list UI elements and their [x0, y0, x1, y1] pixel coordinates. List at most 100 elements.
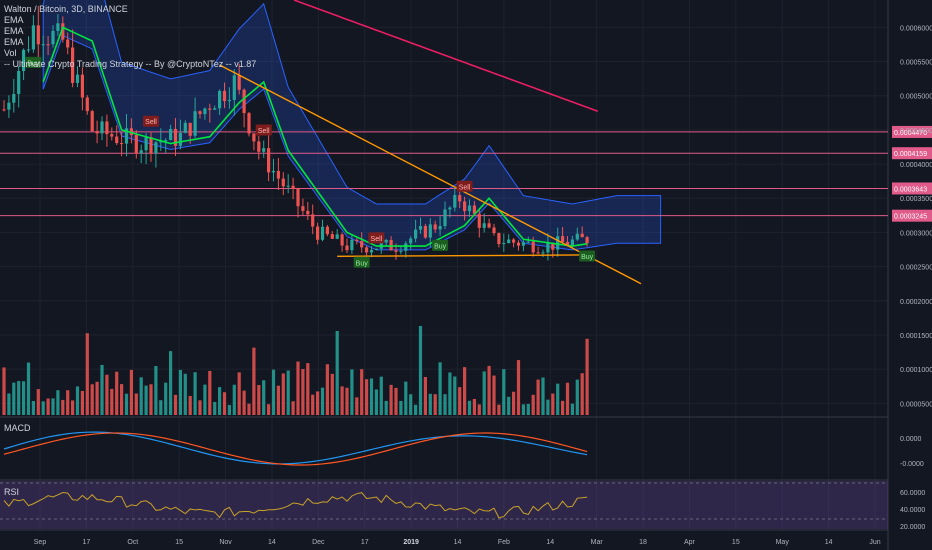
legend-ema-2[interactable]: EMA: [4, 26, 24, 36]
ema-fast-line: [42, 26, 588, 247]
volume-bar: [414, 404, 418, 415]
time-tick-label: Feb: [498, 539, 510, 546]
candle-body: [242, 89, 246, 114]
candle-body: [536, 252, 540, 254]
volume-bar: [115, 371, 119, 415]
candle-body: [26, 49, 31, 51]
candle-body: [178, 132, 182, 146]
candle-body: [556, 236, 560, 250]
macd-tick-label: -0.0000: [900, 461, 924, 468]
volume-bar: [394, 387, 398, 415]
volume-bar: [7, 393, 11, 415]
candle-body: [7, 102, 11, 110]
volume-bar: [144, 385, 148, 415]
volume-bar: [340, 386, 344, 415]
candle-body: [183, 122, 187, 133]
horizontal-levels: 0.0004470 0.0004159 0.0003643 0.0003245: [0, 125, 932, 222]
price-tick-label: 0.0001000: [900, 367, 932, 374]
candle-body: [316, 226, 320, 240]
candle-body: [164, 140, 168, 142]
rsi-band: [0, 481, 888, 529]
volume-bar: [227, 404, 231, 415]
volume-bar: [296, 361, 300, 415]
candle-body: [399, 250, 403, 252]
legend-ema-1[interactable]: EMA: [4, 15, 24, 25]
volume-bar: [46, 398, 50, 415]
time-tick-label: May: [776, 539, 790, 546]
candle-body: [169, 128, 173, 141]
legend-strategy[interactable]: -- Ultimate Crypto Trading Strategy -- B…: [4, 59, 257, 69]
time-tick-label: 15: [175, 539, 183, 546]
volume-bar: [95, 381, 99, 415]
candle-body: [585, 237, 589, 244]
volume-bar: [516, 360, 521, 415]
volume-bar: [404, 381, 408, 415]
volume-bar: [149, 384, 153, 415]
candle-body: [17, 70, 21, 95]
signal-buy-tag: [432, 239, 449, 251]
price-tick-label: 0.0002000: [900, 299, 932, 306]
trend-line-support: [337, 254, 583, 258]
volume-bar: [218, 387, 222, 415]
price-tick-label: 0.0003000: [900, 230, 932, 237]
volume-bar: [443, 394, 447, 415]
time-tick-label: 14: [546, 539, 554, 546]
ichimoku-cloud: [42, 0, 662, 251]
candle-body: [306, 210, 310, 215]
time-tick-label: 17: [82, 539, 90, 546]
volume-bar: [507, 396, 511, 415]
candle-body: [575, 233, 579, 240]
volume-bar: [173, 394, 178, 415]
volume-bar: [271, 369, 276, 415]
volume-bar: [286, 370, 290, 415]
candle-body: [320, 226, 325, 240]
candle-body: [203, 108, 207, 115]
volume-bar: [276, 385, 280, 415]
candle-body: [85, 97, 89, 112]
volume-bar: [154, 366, 158, 415]
volume-bar: [458, 387, 462, 415]
volume-bar: [365, 379, 369, 415]
candles: [2, 6, 589, 261]
signal-markers: Buy Sell Sell Sell Sell Buy Buy Buy: [25, 56, 596, 268]
time-axis[interactable]: Sep 17 Oct 15 Nov 14 Dec 17 2019 14 Feb 14 Mar 18 Apr 1…: [34, 539, 881, 546]
volume-bar: [561, 400, 565, 415]
legend-ema-3[interactable]: EMA: [4, 37, 24, 47]
legend-volume[interactable]: Vol: [4, 48, 17, 58]
volume-bar: [330, 373, 334, 415]
signal-buy-tag: [353, 256, 370, 268]
candle-body: [95, 131, 99, 134]
signal-sell-tag: [255, 124, 272, 136]
level-tag: [892, 125, 932, 138]
candle-body: [546, 242, 550, 253]
candle-body: [154, 142, 158, 154]
volume-bar: [345, 387, 349, 415]
candle-body: [41, 44, 45, 46]
volume-bar: [575, 379, 579, 415]
candle-body: [100, 121, 104, 134]
candle-body: [453, 195, 457, 208]
price-axis[interactable]: 0.0006000 0.0005500 0.0005000 0.0004500 0.00…: [900, 25, 932, 408]
symbol-title[interactable]: Walton / Bitcoin, 3D, BINANCE: [4, 4, 128, 14]
candle-body: [105, 121, 109, 135]
rsi-label[interactable]: RSI: [4, 487, 20, 497]
candle-body: [31, 25, 35, 50]
candle-body: [144, 137, 148, 151]
macd-label[interactable]: MACD: [4, 423, 31, 433]
volume-bar: [105, 374, 109, 415]
candle-body: [218, 90, 222, 109]
signal-sell-label: Sell: [145, 119, 157, 126]
candle-body: [340, 234, 344, 246]
candle-body: [110, 134, 114, 137]
volume-bar: [512, 391, 516, 415]
level-label: 0.0003245: [894, 214, 927, 221]
candle-body: [208, 108, 212, 110]
candle-body: [193, 111, 197, 136]
candle-body: [90, 111, 94, 132]
volume-bar: [399, 400, 403, 415]
macd-tick-label: 0.0000: [900, 436, 922, 443]
candle-body: [139, 150, 143, 154]
candle-body: [551, 242, 555, 250]
signal-buy-label: Buy: [581, 254, 594, 261]
